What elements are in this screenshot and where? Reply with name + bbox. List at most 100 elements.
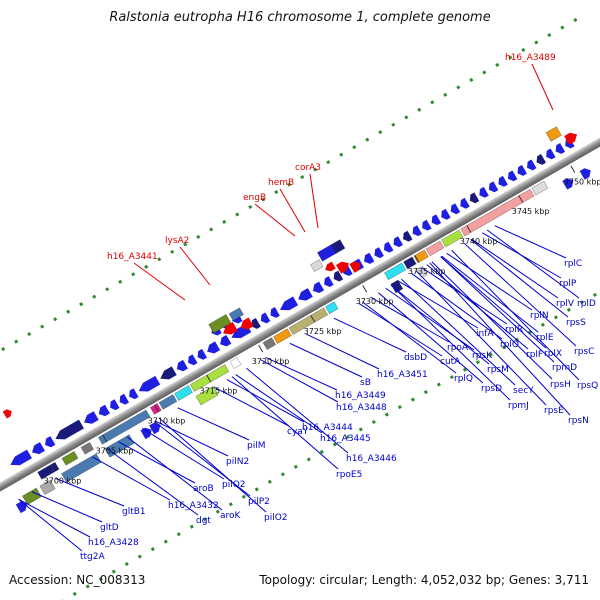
gene-arrow-reverse	[364, 252, 375, 264]
gene-block-rect	[288, 307, 329, 336]
leader-line-red	[133, 262, 186, 301]
gene-block	[229, 357, 242, 369]
gene-arrow-reverse	[393, 236, 403, 248]
gene-arrow-reverse	[279, 296, 299, 311]
tick-dash	[287, 182, 292, 187]
gene-block	[262, 337, 277, 351]
gene-block-rect	[441, 229, 464, 248]
tick-dash	[150, 547, 155, 552]
gene-arrow-reverse	[119, 393, 130, 405]
gene-label-blue: rpsH	[550, 380, 571, 390]
kbp-label: 3710 kbp	[148, 417, 186, 426]
kbp-tick	[154, 404, 160, 413]
gene-arrow-reverse-path	[479, 186, 489, 198]
gene-block-hemB	[310, 259, 324, 272]
tick-dash	[404, 115, 409, 120]
label-leader-lines	[18, 63, 580, 552]
tick-dash	[280, 472, 285, 477]
tick-dash	[228, 502, 233, 507]
gene-arrow-reverse-path	[84, 411, 99, 424]
gene-block	[195, 385, 219, 406]
tick-dash	[170, 249, 175, 254]
leader-line-blue	[333, 317, 407, 353]
gene-arrow-reverse-path	[32, 442, 45, 455]
gene-label-blue: rplP	[559, 279, 577, 289]
gene-arrow-reverse-path	[507, 170, 518, 182]
gene-label-blue: rplO	[500, 340, 519, 350]
gene-block	[384, 262, 407, 281]
gene-label-blue: rpsD	[481, 384, 502, 394]
leader-line-blue	[18, 498, 91, 538]
map-title: Ralstonia eutropha H16 chromosome 1, com…	[109, 10, 491, 25]
gene-arrow-reverse-path	[333, 270, 344, 282]
kbp-tick	[518, 195, 524, 203]
gene-block	[22, 487, 42, 506]
tick-dash	[560, 25, 565, 30]
tick-dash	[85, 584, 90, 589]
accession-text: Accession: NC_008313	[9, 573, 146, 587]
chromosome-backbone	[0, 128, 600, 501]
gene-arrow-reverse	[498, 175, 508, 187]
gene-arrow-reverse-path	[469, 192, 480, 204]
gene-arrow-reverse-path	[546, 148, 556, 160]
gene-block	[189, 364, 230, 392]
gene-label-blue: rpsC	[574, 347, 594, 357]
gene-label-blue: h16_A3449	[335, 391, 386, 401]
tick-dash	[358, 427, 363, 432]
gene-labels: 3700 kbp 3705 kbp 3710 kbp 3715 kbp 3720 kbp…	[44, 53, 600, 562]
genome-summary-text: Topology: circular; Length: 4,052,032 bp…	[259, 573, 589, 587]
gene-block	[61, 450, 79, 466]
gene-block	[390, 279, 404, 294]
gene-arrow-reverse	[546, 148, 556, 160]
tick-dash	[475, 360, 480, 365]
kbp-tick	[258, 344, 264, 353]
kbp-label: 3720 kbp	[252, 357, 290, 366]
kbp-label: 3750 kbp	[564, 177, 600, 186]
gene-arrow-reverse-path	[312, 281, 325, 294]
kbp-label: 3725 kbp	[304, 327, 342, 336]
leader-line-blue	[226, 379, 305, 423]
leader-line-blue	[486, 229, 580, 299]
kbp-tick	[310, 314, 316, 323]
kbp-tick	[570, 165, 576, 173]
gene-arrow-reverse-path	[527, 159, 537, 171]
gene-arrow-reverse	[129, 388, 139, 400]
kbp-label: 3705 kbp	[96, 446, 134, 455]
gene-arrow-red-path	[223, 322, 238, 335]
tick-dash	[124, 562, 129, 567]
tick-dash	[189, 524, 194, 529]
gene-block-rect	[425, 240, 445, 257]
tick-dash	[423, 390, 428, 395]
gene-arrow-reverse	[507, 170, 518, 182]
gene-arrow-reverse	[312, 281, 325, 294]
gene-arrow-red	[349, 261, 361, 273]
leader-line-blue	[126, 436, 223, 511]
gene-arrow-reverse	[260, 312, 271, 324]
gene-block	[460, 188, 535, 237]
gene-arrow-reverse	[460, 197, 470, 209]
tick-dash	[306, 457, 311, 462]
gene-arrow-reverse	[10, 449, 32, 466]
tick-dash	[449, 375, 454, 380]
gene-label-blue: pilN2	[226, 457, 249, 467]
gene-arrow-red	[240, 317, 254, 330]
gene-arrow-reverse-path	[220, 334, 232, 347]
leader-line-blue	[401, 278, 516, 386]
leader-line-blue	[446, 252, 533, 311]
gene-arrow-forward-path	[15, 501, 27, 514]
gene-label-blue: aroB	[193, 484, 214, 494]
gene-arrow-reverse	[383, 241, 394, 253]
gene-arrow-reverse-path	[393, 236, 403, 248]
gene-arrow-reverse	[84, 411, 99, 424]
gene-arrow-reverse-path	[488, 181, 499, 193]
gene-label-blue: rplV	[556, 299, 575, 309]
gene-arrow-forward	[140, 427, 152, 440]
gene-label-blue: sB	[360, 378, 371, 388]
leader-line-blue	[177, 407, 250, 441]
tick-dash	[131, 272, 136, 277]
gene-label-blue: dsbD	[404, 353, 427, 363]
leader-line-blue	[494, 225, 567, 259]
gene-label-blue: h16_A3444	[302, 423, 353, 433]
leader-line-blue	[398, 280, 479, 329]
gene-arrow-reverse	[479, 186, 489, 198]
